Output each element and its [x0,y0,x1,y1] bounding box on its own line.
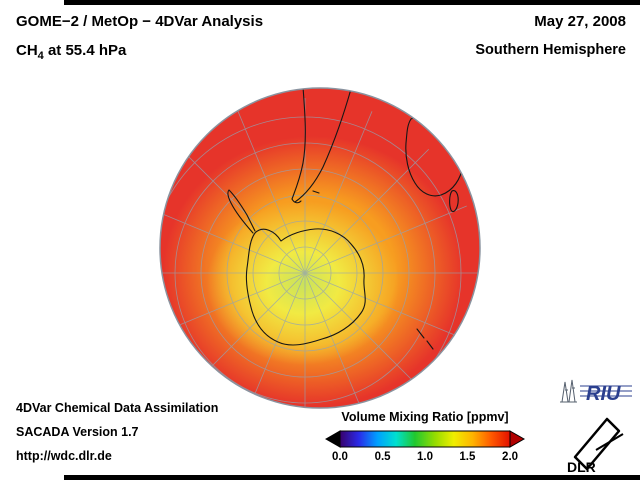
globe-rim [159,87,481,409]
credit-url: http://wdc.dlr.de [16,449,112,463]
coast-south-america [291,88,306,200]
formula-ch: CH [16,42,38,59]
coast-antarctica [245,228,366,346]
colorbar-tick: 2.0 [502,451,519,463]
colorbar-title: Volume Mixing Ratio [ppmv] [341,410,509,424]
colorbar-under-arrow [324,430,341,448]
hemisphere-map [159,87,481,409]
dlr-logo: DLR [567,417,624,474]
riu-logo-text: RIU [586,383,621,405]
footer-credits: 4DVar Chemical Data Assimilation SACADA … [16,396,218,468]
credit-line-2: SACADA Version 1.7 [16,425,139,439]
colorbar-over-arrow [509,430,526,448]
header-right: May 27, 2008 Southern Hemisphere [475,14,626,58]
page-title: GOME−2 / MetOp − 4DVar Analysis [16,13,264,30]
coast-antarctic-peninsula [227,189,256,234]
colorbar: Volume Mixing Ratio [ppmv] [315,410,535,466]
bottom-edge-bar [64,475,640,480]
colorbar-tick: 1.5 [459,451,476,463]
colorbar-ticks: 0.0 0.5 1.0 1.5 2.0 [320,451,530,466]
formula-subscript: 4 [37,50,44,62]
coast-falklands [312,190,320,194]
date-label: May 27, 2008 [534,13,626,30]
hemisphere-label: Southern Hemisphere [475,42,626,58]
coast-new-zealand [416,328,434,350]
colorbar-tick: 0.5 [374,451,391,463]
dlr-logo-text: DLR [567,459,596,474]
riu-logo: RIU [560,379,632,405]
credit-line-1: 4DVar Chemical Data Assimilation [16,401,219,415]
formula-pressure: at 55.4 hPa [43,42,127,59]
cathedral-icon [560,379,577,403]
colorbar-scale [324,430,526,448]
top-edge-bar [64,0,640,5]
colorbar-tick: 1.0 [417,451,433,463]
dlr-wing-icon [573,417,624,471]
colorbar-tick: 0.0 [331,451,348,463]
page-subtitle: CH4 at 55.4 hPa [16,43,263,62]
field-polar-vortex [207,201,399,365]
header-left: GOME−2 / MetOp − 4DVar Analysis CH4 at 5… [16,14,263,62]
coast-madagascar [449,190,459,213]
colorbar-gradient-bar [339,430,511,448]
riu-stripes [580,385,632,397]
